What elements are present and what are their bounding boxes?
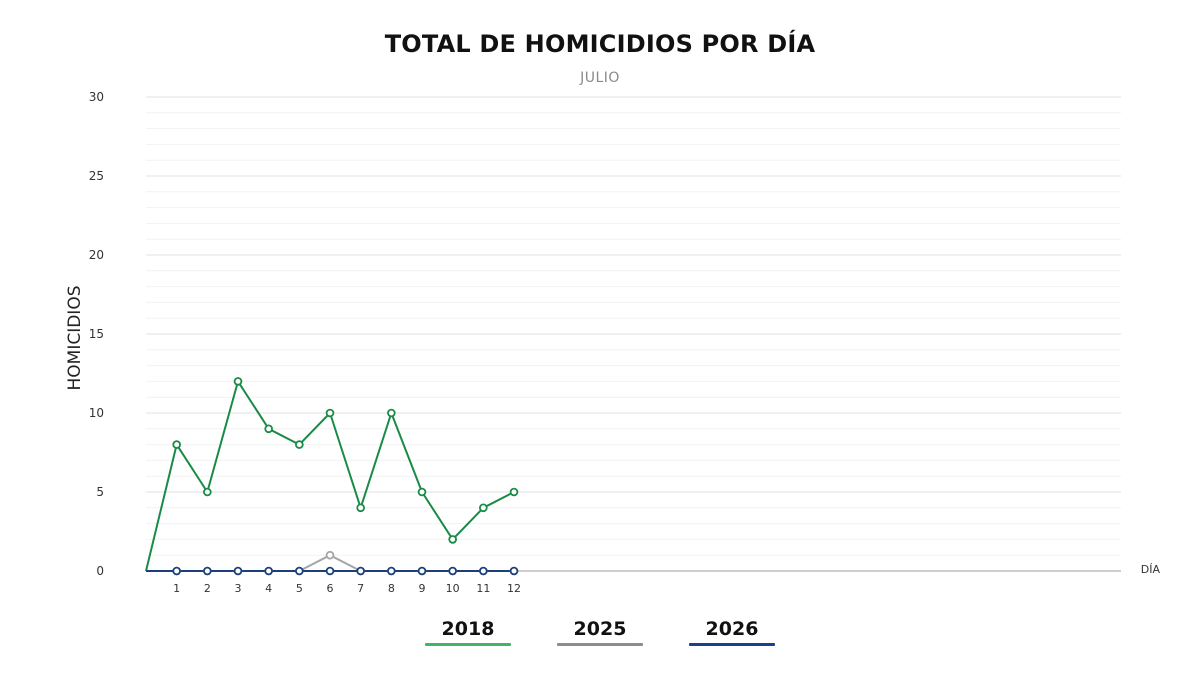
- data-point-2018: [233, 377, 243, 386]
- x-tick-label: 9: [419, 582, 426, 595]
- data-point-2018: [417, 487, 427, 497]
- y-tick-label: 15: [89, 327, 104, 341]
- y-tick-label: 10: [89, 406, 104, 420]
- legend-label: 2026: [705, 618, 759, 640]
- y-tick-label: 20: [89, 248, 104, 262]
- y-tick-label: 5: [96, 485, 104, 499]
- x-tick-label: 5: [296, 582, 303, 595]
- chart-title: TOTAL DE HOMICIDIOS POR DÍA: [384, 30, 816, 58]
- x-tick-label: 7: [357, 582, 364, 595]
- data-point-2026: [387, 566, 396, 576]
- x-tick-label: 10: [446, 582, 460, 595]
- y-tick-label: 25: [89, 169, 104, 183]
- legend-item-2025: 2025: [557, 618, 643, 646]
- data-point-2018: [448, 535, 457, 544]
- x-tick-label: 1: [173, 582, 180, 595]
- data-point-2018: [356, 503, 365, 513]
- x-tick-label: 3: [235, 582, 242, 595]
- data-point-2018: [264, 424, 273, 434]
- data-point-2026: [325, 566, 335, 576]
- x-tick-label: 8: [388, 582, 395, 595]
- legend-swatch: [425, 643, 511, 646]
- y-tick-label: 0: [96, 564, 104, 578]
- legend-label: 2018: [441, 618, 495, 640]
- data-point-2026: [233, 566, 243, 576]
- data-point-2018: [509, 487, 519, 497]
- chart-subtitle: JULIO: [580, 70, 620, 86]
- data-point-2026: [356, 566, 365, 576]
- x-tick-label: 6: [327, 582, 334, 595]
- data-point-2018: [203, 487, 212, 497]
- data-point-2018: [387, 408, 396, 418]
- data-point-2026: [448, 566, 457, 576]
- x-tick-label: 11: [476, 582, 490, 595]
- y-tick-label: 30: [89, 90, 104, 104]
- x-tick-label: 4: [265, 582, 272, 595]
- data-point-2026: [264, 566, 273, 576]
- legend-label: 2025: [573, 618, 627, 640]
- legend-item-2026: 2026: [689, 618, 775, 646]
- data-point-2026: [509, 566, 519, 576]
- x-tick-label: 12: [507, 582, 521, 595]
- x-tick-label: 2: [204, 582, 211, 595]
- data-point-2026: [295, 566, 304, 576]
- data-point-2026: [203, 566, 212, 576]
- legend-swatch: [689, 643, 775, 646]
- legend-swatch: [557, 643, 643, 646]
- data-point-2018: [479, 503, 488, 513]
- data-point-2026: [479, 566, 488, 576]
- data-point-2018: [325, 408, 335, 418]
- data-point-2018: [295, 440, 304, 449]
- legend-item-2018: 2018: [425, 618, 511, 646]
- data-point-2018: [172, 440, 181, 449]
- data-point-2026: [172, 566, 181, 576]
- data-point-2025: [325, 550, 335, 560]
- data-point-2026: [417, 566, 427, 576]
- x-axis-label: DÍA: [1141, 563, 1161, 576]
